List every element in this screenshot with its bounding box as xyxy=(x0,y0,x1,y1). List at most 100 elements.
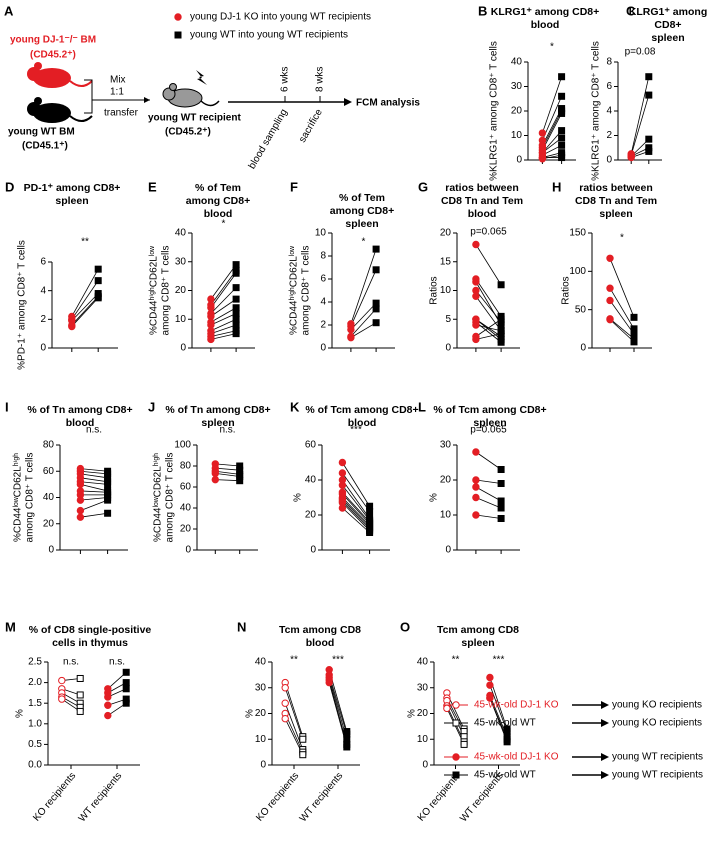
marker-square xyxy=(497,281,505,289)
marker-square xyxy=(497,497,505,505)
pair-line xyxy=(80,468,108,472)
significance: *** xyxy=(493,655,505,666)
y-tick-label: 50 xyxy=(575,304,587,315)
x-tick-label: KO recipients xyxy=(416,771,463,824)
y-tick-label: 40 xyxy=(175,228,187,239)
pair-line xyxy=(475,451,502,470)
marker-square xyxy=(122,685,130,693)
x-tick-label: WT recipients xyxy=(298,771,346,825)
pair-line xyxy=(210,318,237,332)
y-axis-label: % xyxy=(429,493,440,502)
chart-title: blood xyxy=(348,417,377,429)
y-tick-label: 1.0 xyxy=(28,718,42,729)
y-tick-label: 10 xyxy=(417,734,429,745)
panel-letter: B xyxy=(478,3,487,18)
legend-recipients: young KO recipients xyxy=(612,718,702,729)
pair-line xyxy=(475,296,502,331)
marker-square xyxy=(503,738,511,746)
panel-j: J % of Tn among CD8+spleen %CD44ˡᵒʷCD62Lʰⁱ… xyxy=(148,399,271,555)
marker-circle xyxy=(58,695,66,703)
pair-line xyxy=(71,297,99,327)
pair-line xyxy=(475,318,502,340)
y-axis-label: % xyxy=(15,709,26,718)
pair-line xyxy=(350,308,377,337)
endpoint: FCM analysis xyxy=(356,98,420,109)
pair-line xyxy=(71,268,99,317)
panel-l: L % of Tcm among CD8+spleen% 0 10 20 30 p=0.06… xyxy=(418,399,547,555)
pair-line xyxy=(210,307,237,323)
legend-arrow-head xyxy=(601,719,609,727)
y-tick-label: 0 xyxy=(40,343,46,354)
mix-ratio: 1:1 xyxy=(110,87,124,98)
wt-mouse xyxy=(27,97,93,123)
y-tick-label: 0 xyxy=(320,343,326,354)
marker-circle xyxy=(104,693,112,701)
legend-label: young DJ-1 KO into young WT recipients xyxy=(190,12,371,23)
significance: p=0.065 xyxy=(470,227,507,238)
y-axis-label: among CD8⁺ T cells xyxy=(301,246,312,336)
lightning xyxy=(196,70,207,85)
marker-square xyxy=(497,338,505,346)
y-tick-label: 0 xyxy=(185,545,191,556)
marker-square xyxy=(232,310,240,317)
marker-circle xyxy=(452,753,460,761)
marker-circle xyxy=(76,480,85,489)
chart-title: KLRG1⁺ among xyxy=(629,6,707,18)
y-tick-label: 4 xyxy=(40,285,46,296)
marker-circle xyxy=(76,506,85,515)
pair-line xyxy=(342,507,370,533)
pair-line xyxy=(475,281,502,326)
pair-line xyxy=(542,76,562,134)
y-tick-label: 30 xyxy=(417,682,429,693)
pair-line xyxy=(475,497,502,509)
recipient-marker: (CD45.2⁺) xyxy=(165,127,211,138)
marker-square xyxy=(372,305,380,313)
marker-circle xyxy=(606,254,614,262)
y-axis-label: %CD44ˡᵒʷCD62Lʰⁱᵍʰ xyxy=(13,453,24,542)
y-axis-label: %CD44ʰⁱᵍʰCD62Lˡᵒʷ xyxy=(149,246,160,335)
y-axis-label: %CD44ˡᵒʷCD62Lʰⁱᵍʰ xyxy=(153,453,164,542)
timepoint: 6 wks xyxy=(280,66,291,92)
marker-circle xyxy=(76,513,85,521)
chart-title: among CD8+ xyxy=(330,205,394,217)
pair-line xyxy=(475,514,502,519)
chart-title: spleen xyxy=(651,32,684,44)
marker-circle xyxy=(472,448,480,456)
y-tick-label: 100 xyxy=(569,266,586,277)
marker-circle xyxy=(606,315,614,324)
wt-bm-marker: (CD45.1⁺) xyxy=(22,141,68,152)
y-axis-label: among CD8⁺ T cells xyxy=(165,453,176,543)
pair-line xyxy=(609,258,635,318)
marker-circle xyxy=(104,711,112,720)
pair-line xyxy=(350,248,377,324)
panel-letter: A xyxy=(4,3,14,18)
y-tick-label: 20 xyxy=(43,518,55,529)
pair-line xyxy=(342,493,370,525)
significance: *** xyxy=(332,655,344,666)
pair-line xyxy=(210,313,237,326)
marker-square xyxy=(76,707,84,715)
pair-line xyxy=(475,290,502,323)
recipient-mouse xyxy=(162,83,220,108)
pair-line xyxy=(210,264,237,300)
y-axis-label: %KLRG1⁺ among CD8⁺ T cells xyxy=(489,41,500,181)
y-axis-label: among CD8⁺ T cells xyxy=(161,246,172,336)
y-tick-label: 0 xyxy=(606,155,612,166)
y-tick-label: 2.5 xyxy=(28,657,42,668)
y-tick-label: 20 xyxy=(255,708,267,719)
marker-square xyxy=(452,719,460,727)
marker-square xyxy=(232,315,240,323)
y-tick-label: 0 xyxy=(445,545,451,556)
y-tick-label: 10 xyxy=(440,510,452,521)
pair-line xyxy=(210,298,237,317)
y-tick-label: 2.0 xyxy=(28,677,42,688)
marker-square xyxy=(94,277,102,285)
marker-square xyxy=(232,261,240,269)
marker-square xyxy=(76,674,84,682)
marker-circle xyxy=(538,129,547,137)
marker-circle xyxy=(104,701,112,709)
pair-line xyxy=(350,302,377,330)
chart-title: % of Tcm among CD8+ xyxy=(305,404,418,416)
